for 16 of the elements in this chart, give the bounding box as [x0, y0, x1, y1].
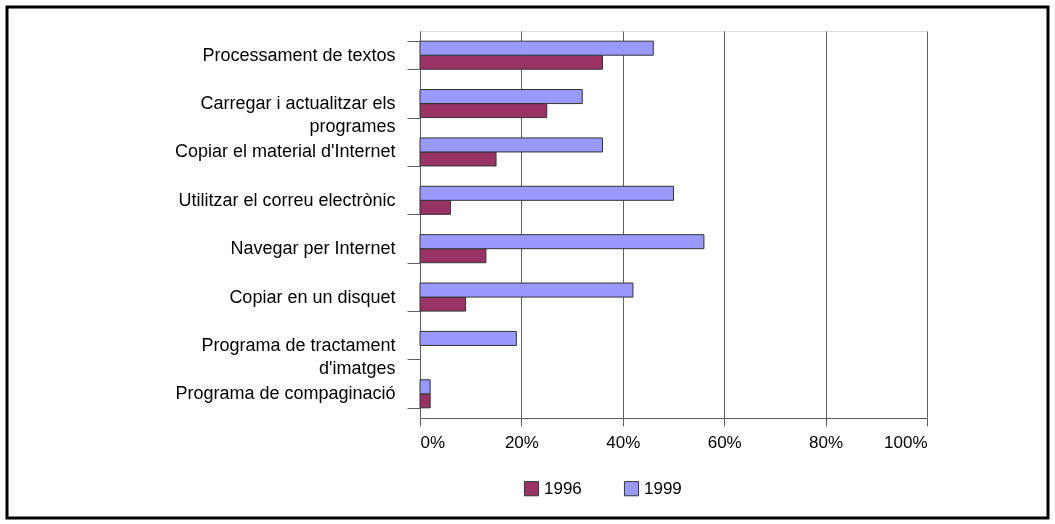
- x-tick-label: 60%: [707, 432, 742, 452]
- y-tick-label: Programa de compaginació: [175, 383, 396, 404]
- y-tick-label: Copiar en un disquet: [229, 286, 396, 307]
- y-tick-label: Copiar el material d'Internet: [174, 141, 396, 162]
- legend-label: 1999: [644, 478, 682, 498]
- x-tick-label: 0%: [420, 432, 446, 452]
- legend-label: 1996: [544, 478, 582, 498]
- x-tick-label: 80%: [809, 432, 844, 452]
- y-tick-label: Carregar i actualitzar els programes: [200, 93, 396, 137]
- y-tick-label: Programa de tractament d'imatges: [201, 334, 396, 378]
- y-tick-label: Navegar per Internet: [230, 238, 396, 259]
- y-tick-label: Utilitzar el correu electrònic: [178, 189, 396, 210]
- y-tick-label: Processament de textos: [202, 44, 396, 65]
- x-tick-label: 20%: [504, 432, 539, 452]
- x-tick-label: 40%: [606, 432, 641, 452]
- x-tick-label: 100%: [884, 432, 928, 452]
